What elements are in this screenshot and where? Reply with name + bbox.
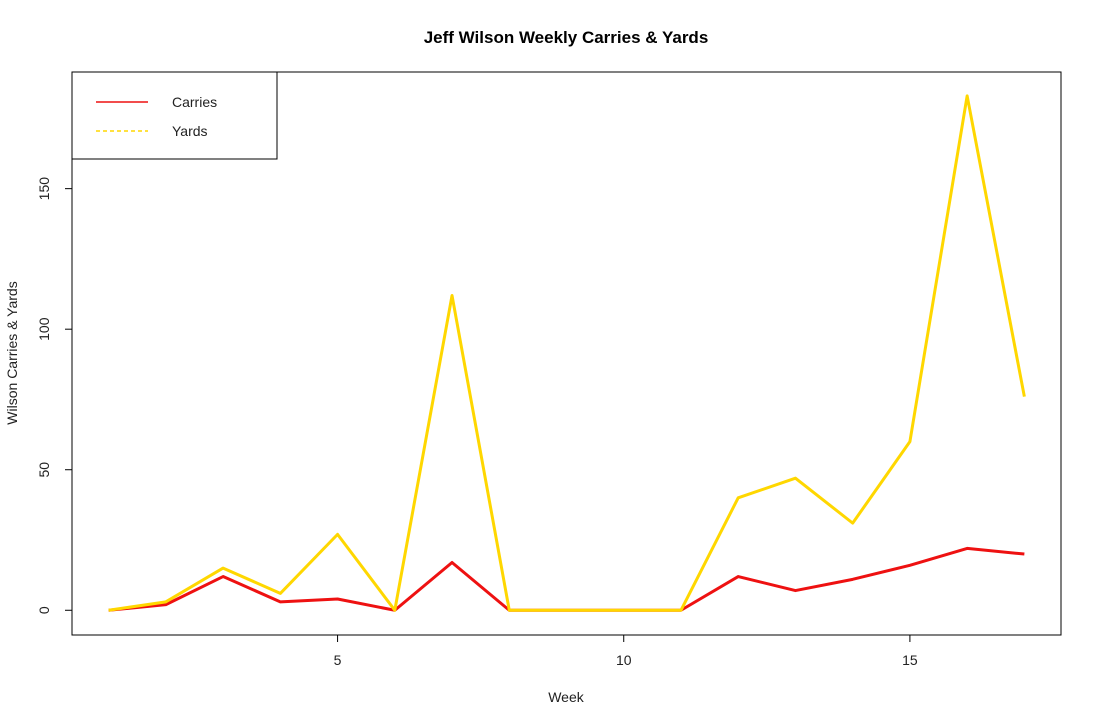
y-axis-title: Wilson Carries & Yards bbox=[4, 281, 20, 424]
x-axis: 5 10 15 bbox=[334, 635, 918, 668]
y-tick-label: 100 bbox=[36, 317, 52, 341]
chart-title: Jeff Wilson Weekly Carries & Yards bbox=[424, 28, 709, 47]
y-tick-label: 150 bbox=[36, 177, 52, 201]
legend-yards-label: Yards bbox=[172, 123, 208, 139]
legend-carries-label: Carries bbox=[172, 94, 217, 110]
y-axis: 0 50 100 150 bbox=[36, 177, 72, 614]
plot-area bbox=[71, 71, 1062, 636]
legend-box bbox=[71, 71, 278, 160]
series-layer bbox=[108, 94, 1026, 612]
x-tick-label: 5 bbox=[334, 652, 342, 668]
x-tick-label: 15 bbox=[902, 652, 918, 668]
y-tick-label: 0 bbox=[36, 606, 52, 614]
x-tick-label: 10 bbox=[616, 652, 632, 668]
series-line-yards bbox=[108, 94, 1026, 612]
y-tick-label: 50 bbox=[36, 462, 52, 478]
x-axis-title: Week bbox=[548, 689, 585, 705]
legend: Carries Yards bbox=[71, 71, 278, 160]
